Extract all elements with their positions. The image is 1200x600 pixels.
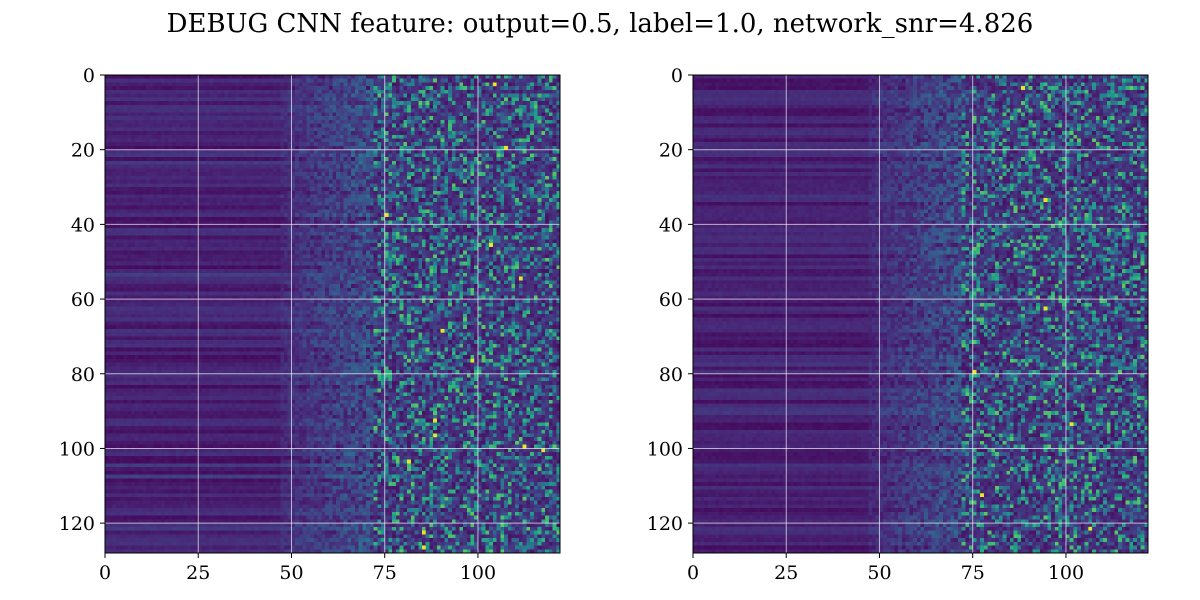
y-tick-label: 0 xyxy=(83,65,95,87)
x-tick-label: 50 xyxy=(867,562,891,584)
hot-pixel xyxy=(1088,526,1093,531)
hot-pixel xyxy=(422,545,426,550)
y-tick-label: 100 xyxy=(59,438,95,460)
x-tick-label: 0 xyxy=(687,562,699,584)
hot-pixel xyxy=(504,145,508,150)
hot-pixel xyxy=(470,358,475,363)
y-tick-label: 120 xyxy=(59,513,95,535)
hot-pixel xyxy=(407,459,411,464)
hot-pixel xyxy=(1043,198,1048,202)
y-tick-label: 80 xyxy=(659,364,683,386)
hot-pixel xyxy=(522,444,527,449)
hot-pixel xyxy=(422,530,426,535)
y-tick-label: 0 xyxy=(671,65,683,87)
y-tick-label: 40 xyxy=(71,214,95,236)
figure-title: DEBUG CNN feature: output=0.5, label=1.0… xyxy=(166,9,1034,39)
y-tick-label: 60 xyxy=(71,289,95,311)
x-tick-label: 75 xyxy=(373,562,397,584)
hot-pixel xyxy=(1043,306,1048,311)
hot-pixel xyxy=(541,448,546,453)
y-tick-label: 100 xyxy=(647,438,683,460)
axes-frame xyxy=(692,74,1149,554)
x-tick-label: 100 xyxy=(460,562,496,584)
hot-pixel xyxy=(1021,86,1025,90)
x-tick-label: 50 xyxy=(279,562,303,584)
y-tick-label: 40 xyxy=(659,214,683,236)
hot-pixel xyxy=(433,418,437,423)
hot-pixel xyxy=(433,433,437,438)
hot-pixel xyxy=(980,493,984,497)
x-tick-label: 25 xyxy=(186,562,210,584)
x-tick-label: 75 xyxy=(961,562,985,584)
heatmap-image xyxy=(105,75,560,553)
hot-pixel xyxy=(440,328,445,333)
y-tick-label: 20 xyxy=(659,140,683,162)
x-tick-label: 0 xyxy=(99,562,111,584)
y-tick-label: 20 xyxy=(71,140,95,162)
x-tick-label: 100 xyxy=(1048,562,1084,584)
x-tick-label: 25 xyxy=(774,562,798,584)
y-tick-label: 60 xyxy=(659,289,683,311)
y-tick-label: 120 xyxy=(647,513,683,535)
heatmap-image xyxy=(693,75,1148,553)
hot-pixel xyxy=(489,243,493,247)
hot-pixel xyxy=(972,370,977,374)
axes-frame xyxy=(104,74,561,554)
hot-pixel xyxy=(384,213,389,217)
hot-pixel xyxy=(518,276,523,281)
hot-pixel xyxy=(492,82,497,87)
y-tick-label: 80 xyxy=(71,364,95,386)
hot-pixel xyxy=(1069,422,1074,427)
